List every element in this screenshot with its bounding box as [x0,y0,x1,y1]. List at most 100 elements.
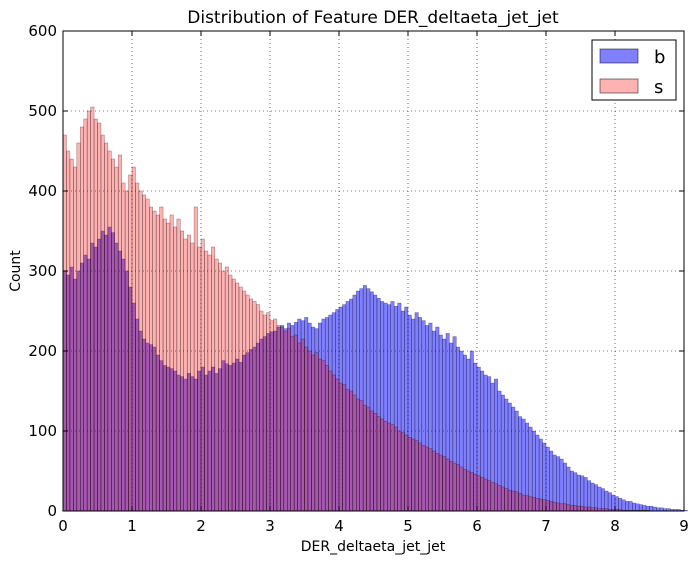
legend: b s [591,39,677,101]
bar-s [152,210,157,512]
bar-s [511,490,516,512]
bar-s [124,190,129,512]
x-tick-label: 1 [127,517,137,535]
bar-s [404,434,409,512]
bar-s [214,258,219,512]
bar-s [300,338,305,512]
bar-s [373,413,378,512]
bar-s [480,477,485,512]
bar-s [166,222,171,512]
x-tick-label: 0 [58,517,68,535]
bar-s [407,437,412,512]
bar-s [80,126,84,512]
bar-s [525,495,529,512]
bar-s [504,488,509,512]
y-tick-label: 500 [28,102,57,120]
bar-s [211,246,216,512]
bar-s [442,456,447,512]
bar-s [342,384,347,512]
legend-label-b: b [654,47,665,68]
bar-s [411,438,416,512]
bar-s [583,506,588,512]
bar-s [273,318,278,512]
bar-s [428,448,433,512]
bar-s [259,310,264,512]
bar-s [563,503,567,512]
y-tick-label: 400 [28,182,57,200]
bar-s [431,450,436,512]
bar-s [266,312,271,512]
bar-s [521,494,526,512]
bar-s [452,462,457,512]
bar-s [269,320,274,512]
bar-s [483,478,488,512]
bar-s [252,301,257,512]
bar-s [321,360,326,512]
bar-s [93,118,98,512]
bar-s [469,472,474,512]
bar-s [580,505,585,512]
bar-s [545,500,550,512]
bar-s [142,194,147,512]
bar-s [466,470,471,512]
bar-s [307,350,312,512]
bars-layer [62,106,688,512]
bar-s [86,110,91,512]
bar-s [514,491,519,512]
bar-s [576,505,581,512]
y-tick-label: 600 [28,22,57,40]
bar-s [421,445,426,512]
bar-b [618,497,623,512]
bar-b [652,506,657,512]
bar-s [169,214,174,512]
bar-s [369,410,374,512]
bar-b [621,499,626,512]
bar-s [104,142,109,512]
bar-b [587,480,592,512]
bar-s [287,328,291,512]
bar-s [231,278,236,512]
bar-s [135,182,140,512]
legend-label-s: s [654,77,663,98]
bar-s [462,469,467,512]
bar-b [600,488,605,512]
bar-s [380,418,385,512]
y-tick-label: 300 [28,262,57,280]
y-tick-label: 100 [28,422,57,440]
bar-s [352,394,357,512]
bar-b [649,505,654,512]
bar-s [255,304,260,512]
bar-s [445,458,450,512]
bar-s [97,122,102,512]
bar-s [193,206,198,512]
bar-s [535,497,540,512]
bar-b [607,492,612,512]
bar-s [531,497,536,512]
bar-s [280,326,285,512]
bar-s [356,398,360,512]
bar-s [117,154,122,512]
bar-s [359,400,364,512]
bar-s [414,440,419,512]
bar-s [500,486,505,512]
bar-s [497,485,502,512]
bar-s [83,118,88,512]
bar-s [349,390,354,512]
bar-s [173,226,178,512]
bar-s [318,358,322,512]
x-tick-label: 7 [541,517,551,535]
bar-b [580,475,585,512]
bar-s [473,473,478,512]
bar-s [107,150,112,512]
chart-title: Distribution of Feature DER_deltaeta_jet… [187,8,559,28]
bar-s [383,421,388,512]
bar-s [138,190,143,512]
x-tick-label: 2 [196,517,206,535]
bar-b [576,474,581,512]
y-tick-label: 200 [28,342,57,360]
bar-s [397,430,402,512]
bar-s [207,254,212,512]
bar-b [628,501,633,512]
